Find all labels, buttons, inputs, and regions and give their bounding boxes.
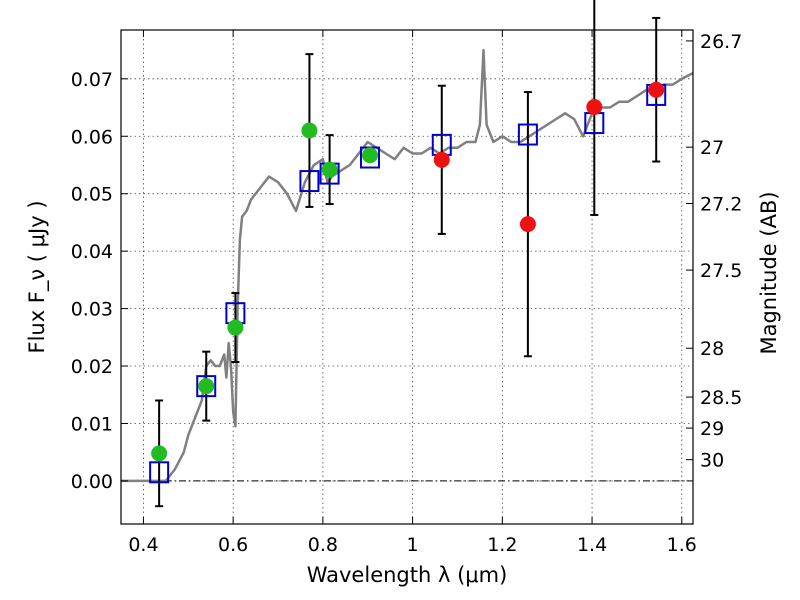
y-tick-label: 0.03 (71, 299, 113, 321)
y-axis-ticks: 0.00 0.01 0.02 0.03 0.04 0.05 0.06 0.07 (71, 69, 128, 493)
x-tick-label: 1 (407, 534, 419, 556)
observed-point-green (198, 378, 215, 395)
x-tick-label: 0.4 (128, 534, 158, 556)
x-tick-label: 0.6 (218, 534, 248, 556)
right-tick-label: 26.7 (700, 31, 742, 53)
x-tick-label: 1.4 (577, 534, 607, 556)
right-tick-label: 28 (700, 338, 724, 360)
right-axis-ticks: 26.7 27 27.2 27.5 28 28.5 29 30 (686, 31, 742, 472)
x-tick-label: 0.8 (308, 534, 338, 556)
observed-point-red (648, 81, 665, 98)
right-tick-label: 29 (700, 418, 724, 440)
observed-points (151, 81, 665, 462)
model-photometry-squares (149, 83, 667, 484)
y-tick-label: 0.01 (71, 413, 113, 435)
right-axis-label: Magnitude (AB) (757, 191, 781, 354)
model-photometry-square (517, 123, 538, 146)
observed-point-green (321, 161, 338, 178)
right-tick-label: 27.5 (700, 260, 742, 282)
y-axis-label: Flux F_ν ( μJy ) (25, 200, 50, 353)
y-tick-label: 0.06 (71, 126, 113, 148)
y-tick-label: 0.04 (71, 241, 113, 263)
right-tick-label: 27 (700, 137, 724, 159)
y-tick-label: 0.05 (71, 184, 113, 206)
observed-point-red (433, 151, 450, 168)
y-tick-label: 0.02 (71, 356, 113, 378)
grid-lines (121, 30, 693, 524)
model-photometry-square (299, 170, 320, 193)
right-tick-label: 27.2 (700, 193, 742, 215)
x-axis-ticks: 0.4 0.6 0.8 1 1.2 1.4 1.6 (128, 30, 697, 556)
observed-point-red (586, 98, 603, 115)
y-tick-label: 0.00 (71, 471, 113, 493)
error-bars (155, 0, 661, 508)
observed-point-green (151, 445, 168, 462)
x-axis-label: Wavelength λ (μm) (307, 563, 508, 587)
x-tick-label: 1.6 (667, 534, 697, 556)
model-photometry-square (149, 461, 170, 484)
plot-frame (120, 29, 694, 525)
observed-point-green (227, 319, 244, 336)
right-tick-label: 30 (700, 450, 724, 472)
observed-point-red (519, 216, 536, 233)
observed-point-green (301, 122, 318, 139)
y-tick-label: 0.07 (71, 69, 113, 91)
observed-point-green (361, 147, 378, 164)
x-tick-label: 1.2 (487, 534, 517, 556)
plot-area (121, 0, 694, 508)
model-photometry-square (196, 375, 217, 398)
right-tick-label: 28.5 (700, 387, 742, 409)
